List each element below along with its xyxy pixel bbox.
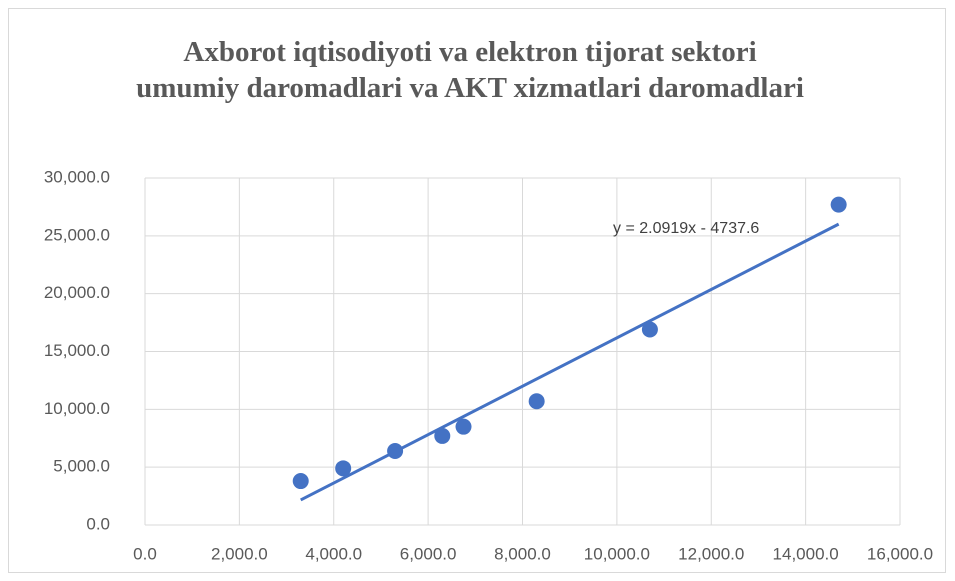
y-tick-label: 0.0: [86, 514, 110, 533]
x-tick-label: 0.0: [133, 544, 157, 563]
trendline: [300, 222, 840, 502]
point: [387, 442, 404, 459]
point: [292, 473, 309, 490]
y-tick-label: 10,000.0: [44, 399, 110, 418]
y-tick-label: 20,000.0: [44, 283, 110, 302]
trendline-label: y = 2.0919x - 4737.6: [613, 220, 759, 237]
x-tick-label: 14,000.0: [773, 544, 839, 563]
y-tick-label: 25,000.0: [44, 225, 110, 244]
x-tick-label: 12,000.0: [678, 544, 744, 563]
point: [641, 321, 658, 338]
x-tick-label: 10,000.0: [584, 544, 650, 563]
x-tick-label: 8,000.0: [494, 544, 551, 563]
y-tick-label: 5,000.0: [53, 457, 110, 476]
chart-frame: [8, 8, 946, 573]
point: [434, 427, 451, 444]
point: [455, 418, 472, 435]
point: [335, 460, 352, 477]
x-tick-label: 4,000.0: [305, 544, 362, 563]
x-tick-label: 2,000.0: [211, 544, 268, 563]
y-tick-label: 30,000.0: [44, 167, 110, 186]
point: [830, 196, 847, 213]
x-tick-label: 6,000.0: [400, 544, 457, 563]
point: [528, 393, 545, 410]
x-tick-label: 16,000.0: [867, 544, 933, 563]
chart-title: Axborot iqtisodiyoti va elektron tijorat…: [136, 36, 804, 104]
y-tick-label: 15,000.0: [44, 341, 110, 360]
